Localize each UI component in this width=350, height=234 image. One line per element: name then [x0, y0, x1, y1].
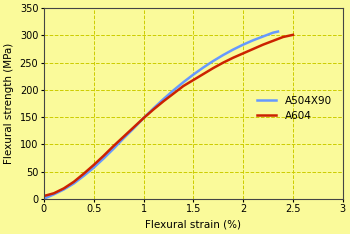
A504X90	[231, 48, 235, 51]
A604	[201, 73, 205, 75]
A504X90	[171, 89, 175, 92]
A604	[271, 40, 275, 42]
Y-axis label: Flexural strength (MPa): Flexural strength (MPa)	[4, 43, 14, 164]
A604	[42, 195, 46, 197]
A504X90	[181, 81, 186, 84]
A604	[82, 172, 86, 175]
A504X90	[241, 43, 245, 46]
A504X90	[62, 188, 66, 191]
X-axis label: Flexural strain (%): Flexural strain (%)	[145, 220, 242, 230]
A604	[251, 48, 255, 50]
A604	[181, 85, 186, 88]
A604	[72, 180, 76, 183]
A604	[161, 100, 166, 103]
A504X90	[251, 39, 255, 42]
A604	[261, 43, 265, 46]
A504X90	[221, 54, 225, 56]
A504X90	[72, 182, 76, 185]
A604	[152, 108, 156, 111]
A504X90	[141, 117, 146, 120]
A504X90	[211, 60, 215, 62]
Legend: A504X90, A604: A504X90, A604	[257, 96, 331, 121]
A504X90	[271, 31, 275, 34]
A604	[52, 192, 56, 195]
A604	[231, 56, 235, 59]
A504X90	[132, 127, 136, 130]
A604	[281, 36, 285, 38]
A604	[62, 187, 66, 190]
A504X90	[92, 166, 96, 169]
A604	[112, 145, 116, 147]
A604	[241, 52, 245, 55]
A504X90	[121, 137, 126, 140]
A504X90	[102, 157, 106, 160]
A604	[132, 126, 136, 129]
A504X90	[112, 147, 116, 150]
A604	[102, 154, 106, 157]
Line: A604: A604	[44, 35, 293, 196]
A504X90	[82, 175, 86, 177]
A604	[221, 61, 225, 64]
A604	[171, 92, 175, 95]
A504X90	[42, 197, 46, 200]
A604	[121, 135, 126, 138]
A604	[291, 33, 295, 36]
A504X90	[276, 30, 280, 33]
A504X90	[152, 107, 156, 110]
A604	[191, 79, 195, 81]
Line: A504X90: A504X90	[44, 32, 278, 199]
A604	[141, 117, 146, 120]
A504X90	[52, 193, 56, 196]
A604	[92, 164, 96, 166]
A504X90	[191, 73, 195, 76]
A504X90	[201, 66, 205, 69]
A604	[211, 67, 215, 69]
A504X90	[261, 35, 265, 38]
A504X90	[161, 98, 166, 100]
